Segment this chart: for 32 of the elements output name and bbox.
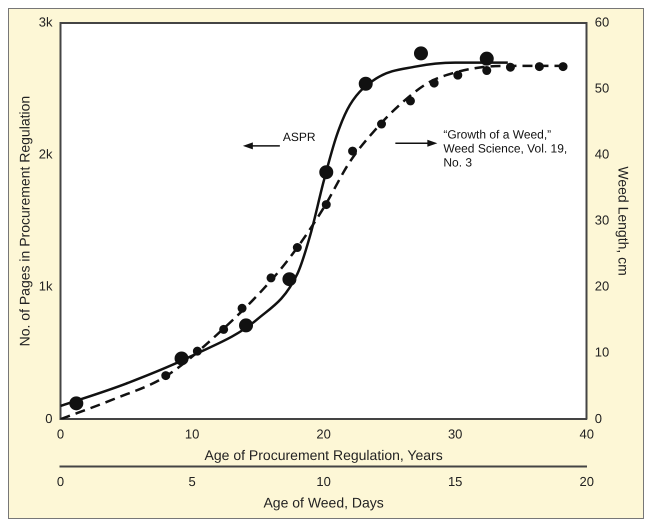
x2-tick-label: 10 [316,474,331,489]
x2-axis-title: Age of Weed, Days [263,494,384,510]
x-tick-label: 20 [316,426,331,442]
point [414,46,428,60]
annotation: “Growth of a Weed,” Weed Science, Vol. 19, No. 3 [443,128,568,170]
point [348,146,358,156]
y2-axis-title: Weed Length, cm [616,166,632,276]
y-tick-label: 1k [38,278,54,294]
x2-tick-label: 5 [188,474,196,489]
x2-tick-label: 20 [580,474,594,489]
y-tick-label: 3k [38,14,54,30]
x-tick-label: 40 [580,426,594,442]
y-axis-title: No. of Pages in Procurement Regulation [16,96,32,346]
x-axis-title: Age of Procurement Regulation, Years [204,447,443,464]
x-tick-label: 0 [56,426,64,442]
y2-tick-label: 0 [594,410,602,426]
x-tick-label: 10 [184,426,200,442]
y2-tick-label: 10 [594,344,610,360]
y2-tick-label: 60 [594,14,610,30]
annotation: ASPR [282,130,316,144]
point [482,66,492,76]
y2-tick-label: 40 [594,146,610,162]
x2-tick-label: 0 [56,474,64,489]
y2-tick-label: 50 [594,80,610,96]
y-tick-label: 0 [45,410,53,426]
y2-tick-label: 30 [594,212,610,228]
x2-tick-label: 15 [448,474,462,489]
point [558,62,568,72]
y2-tick-label: 20 [594,278,610,294]
point [453,70,462,80]
y-tick-label: 2k [38,146,54,162]
x-tick-label: 30 [448,426,462,442]
